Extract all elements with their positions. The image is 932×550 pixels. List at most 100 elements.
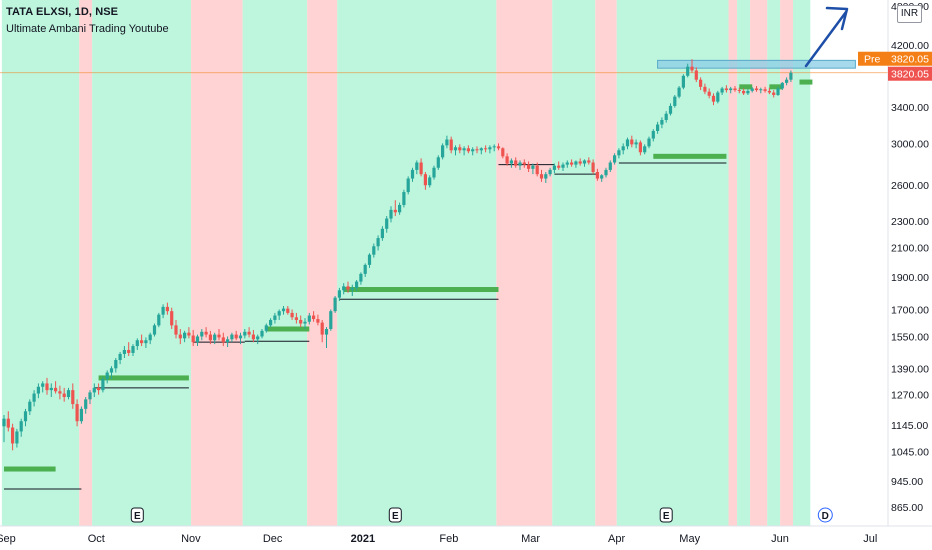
candle-body bbox=[118, 353, 122, 361]
zone-red bbox=[191, 0, 243, 526]
candle-body bbox=[703, 86, 707, 92]
candle-body bbox=[350, 287, 354, 290]
support-bar bbox=[343, 287, 499, 293]
candle-body bbox=[359, 273, 363, 282]
candle-body bbox=[355, 281, 359, 288]
candle-body bbox=[630, 139, 634, 145]
candle-body bbox=[410, 169, 415, 179]
candle-body bbox=[333, 297, 337, 312]
candle-body bbox=[75, 404, 79, 422]
candle-body bbox=[613, 155, 617, 163]
candle-body bbox=[509, 160, 513, 164]
earnings-badge bbox=[130, 507, 144, 523]
x-tick-label: Oct bbox=[88, 533, 105, 545]
candle-body bbox=[346, 286, 350, 290]
last-price-value: 3820.05 bbox=[891, 69, 929, 81]
candle-body bbox=[561, 164, 565, 168]
candle-body bbox=[32, 393, 36, 402]
candle-body bbox=[54, 387, 58, 392]
candle-body bbox=[651, 130, 655, 139]
candle-body bbox=[367, 254, 372, 265]
candle-body bbox=[759, 89, 763, 91]
candle-body bbox=[122, 349, 126, 354]
candle-body bbox=[114, 360, 118, 369]
candle-body bbox=[501, 148, 505, 157]
candle-body bbox=[307, 315, 311, 322]
candle-body bbox=[226, 339, 230, 343]
earnings-badge bbox=[388, 507, 402, 523]
candle-body bbox=[548, 169, 552, 175]
candle-body bbox=[84, 399, 88, 409]
candle-body bbox=[200, 331, 204, 337]
candle-body bbox=[372, 246, 376, 255]
candle-body bbox=[15, 431, 19, 444]
candle-body bbox=[763, 89, 767, 91]
currency-badge[interactable]: INR bbox=[897, 5, 922, 23]
candle-body bbox=[716, 92, 720, 102]
y-tick-label: 1270.00 bbox=[891, 390, 929, 402]
candle-body bbox=[208, 334, 212, 341]
candle-body bbox=[165, 306, 169, 312]
y-tick-label: 1700.00 bbox=[891, 304, 929, 316]
zone-red bbox=[780, 0, 794, 526]
candle-body bbox=[230, 334, 234, 340]
candle-body bbox=[71, 390, 75, 405]
candle-body bbox=[217, 334, 221, 338]
candle-body bbox=[269, 319, 273, 326]
candle-body bbox=[707, 91, 711, 96]
candle-body bbox=[329, 311, 333, 330]
zone-red bbox=[79, 0, 93, 526]
candle-body bbox=[294, 317, 298, 320]
event-badge-label: E bbox=[392, 511, 399, 522]
candle-body bbox=[337, 290, 341, 298]
candle-body bbox=[458, 147, 462, 151]
candle-body bbox=[496, 146, 501, 149]
candle-body bbox=[535, 165, 539, 175]
candle-body bbox=[105, 372, 109, 380]
zone-red bbox=[496, 0, 553, 526]
candle-body bbox=[608, 162, 612, 170]
candle-body bbox=[578, 161, 582, 164]
x-tick-label: Mar bbox=[521, 533, 540, 545]
candle-body bbox=[780, 82, 784, 89]
candle-body bbox=[518, 162, 522, 166]
candle-body bbox=[694, 70, 698, 80]
candle-body bbox=[157, 314, 161, 326]
candle-body bbox=[320, 322, 324, 335]
candle-body bbox=[660, 119, 664, 125]
candle-body bbox=[428, 177, 432, 186]
candle-body bbox=[23, 411, 28, 422]
candle-body bbox=[746, 90, 750, 94]
candle-body bbox=[174, 325, 178, 335]
candle-body bbox=[531, 165, 535, 169]
candle-body bbox=[479, 148, 483, 151]
candle-body bbox=[281, 308, 286, 312]
indicator-name: Ultimate Ambani Trading Youtube bbox=[6, 23, 169, 35]
candle-body bbox=[238, 335, 243, 339]
zone-green bbox=[552, 0, 596, 526]
support-bar bbox=[4, 466, 56, 472]
candle-body bbox=[492, 146, 496, 148]
candle-body bbox=[393, 209, 397, 213]
candle-body bbox=[221, 337, 225, 343]
candle-body bbox=[617, 150, 621, 156]
candle-body bbox=[471, 149, 475, 152]
candle-body bbox=[539, 174, 544, 179]
candle-body bbox=[686, 66, 690, 76]
candle-body bbox=[316, 319, 320, 323]
candle-body bbox=[720, 88, 724, 93]
y-tick-label: 865.00 bbox=[891, 502, 923, 514]
zone-green bbox=[1, 0, 80, 526]
x-tick-label: Sep bbox=[0, 533, 16, 545]
candle-body bbox=[191, 335, 195, 343]
candle-body bbox=[187, 332, 191, 336]
candle-body bbox=[251, 334, 255, 340]
y-tick-label: 1900.00 bbox=[891, 272, 929, 284]
x-tick-label: Jul bbox=[863, 533, 877, 545]
candle-body bbox=[557, 165, 561, 168]
candle-body bbox=[595, 172, 599, 179]
candle-body bbox=[711, 95, 716, 102]
event-badge-label: E bbox=[663, 511, 670, 522]
last-price-tag bbox=[888, 66, 932, 81]
